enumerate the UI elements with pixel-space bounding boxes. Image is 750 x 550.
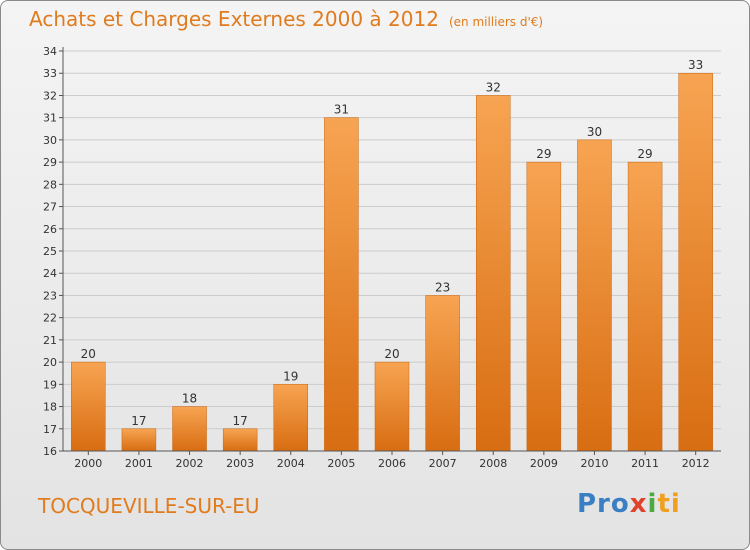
y-tick-label: 27 [43, 201, 57, 214]
y-tick-label: 30 [43, 134, 57, 147]
bar-2001 [121, 428, 157, 452]
bar-2010 [577, 139, 612, 452]
data-label-2006: 20 [384, 347, 399, 361]
y-tick-label: 31 [43, 112, 57, 125]
city-name: TOCQUEVILLE-SUR-EU [38, 494, 260, 518]
chart-title: Achats et Charges Externes 2000 à 2012 [29, 7, 439, 31]
data-label-2003: 17 [233, 414, 248, 428]
data-label-2005: 31 [334, 103, 349, 117]
data-label-2000: 20 [81, 347, 96, 361]
y-tick-label: 24 [43, 267, 57, 280]
x-tick-label-2011: 2011 [631, 457, 659, 470]
y-tick-label: 25 [43, 245, 57, 258]
chart-unit: (en milliers d'€) [448, 15, 544, 29]
y-tick-label: 34 [43, 45, 57, 58]
x-tick-label-2000: 2000 [74, 457, 102, 470]
y-tick-label: 22 [43, 312, 57, 325]
bar-2003 [222, 428, 258, 452]
bars: 20 17 18 17 19 31 20 23 32 29 30 29 33 [71, 58, 713, 452]
bar-2000 [71, 361, 106, 452]
chart-title-block: Achats et Charges Externes 2000 à 2012 (e… [29, 7, 543, 31]
bar-2006 [374, 361, 410, 452]
x-tick-label-2007: 2007 [429, 457, 457, 470]
x-tick-label-2002: 2002 [176, 457, 204, 470]
proxiti-logo[interactable]: Proxiti [577, 489, 681, 519]
y-tick-label: 18 [43, 401, 57, 414]
y-tick-label: 17 [43, 423, 57, 436]
bar-2009 [526, 161, 562, 452]
y-tick-label: 32 [43, 89, 57, 102]
bar-2007 [425, 295, 460, 452]
axes: 16 17 18 19 20 21 22 23 24 25 26 27 28 29 30 31 32 33 34 20… [43, 45, 721, 470]
y-tick-label: 20 [43, 356, 57, 369]
y-tick-label: 28 [43, 178, 57, 191]
x-tick-label-2009: 2009 [530, 457, 558, 470]
data-label-2004: 19 [283, 369, 298, 383]
bar-2011 [627, 161, 663, 452]
bar-2004 [273, 384, 309, 452]
data-label-2002: 18 [182, 392, 197, 406]
y-tick-label: 33 [43, 67, 57, 80]
bar-2002 [172, 406, 207, 452]
y-tick-label: 21 [43, 334, 57, 347]
x-tick-label-2005: 2005 [327, 457, 355, 470]
data-label-2001: 17 [131, 414, 146, 428]
y-tick-label: 19 [43, 378, 57, 391]
x-tick-label-2012: 2012 [682, 457, 710, 470]
bar-2012 [678, 72, 713, 452]
x-tick-label-2010: 2010 [580, 457, 608, 470]
y-tick-label: 23 [43, 289, 57, 302]
x-tick-label-2008: 2008 [479, 457, 507, 470]
x-tick-label-2003: 2003 [226, 457, 254, 470]
y-tick-label: 26 [43, 223, 57, 236]
data-label-2008: 32 [486, 80, 501, 94]
data-label-2009: 29 [536, 147, 551, 161]
x-tick-label-2004: 2004 [277, 457, 305, 470]
y-tick-label: 29 [43, 156, 57, 169]
bar-2005 [324, 117, 359, 452]
data-label-2011: 29 [637, 147, 652, 161]
x-tick-label-2001: 2001 [125, 457, 153, 470]
x-tick-label-2006: 2006 [378, 457, 406, 470]
data-label-2007: 23 [435, 280, 450, 294]
bar-2008 [475, 95, 511, 452]
data-label-2010: 30 [587, 125, 602, 139]
y-tick-label: 16 [43, 445, 57, 458]
data-label-2012: 33 [688, 58, 703, 72]
